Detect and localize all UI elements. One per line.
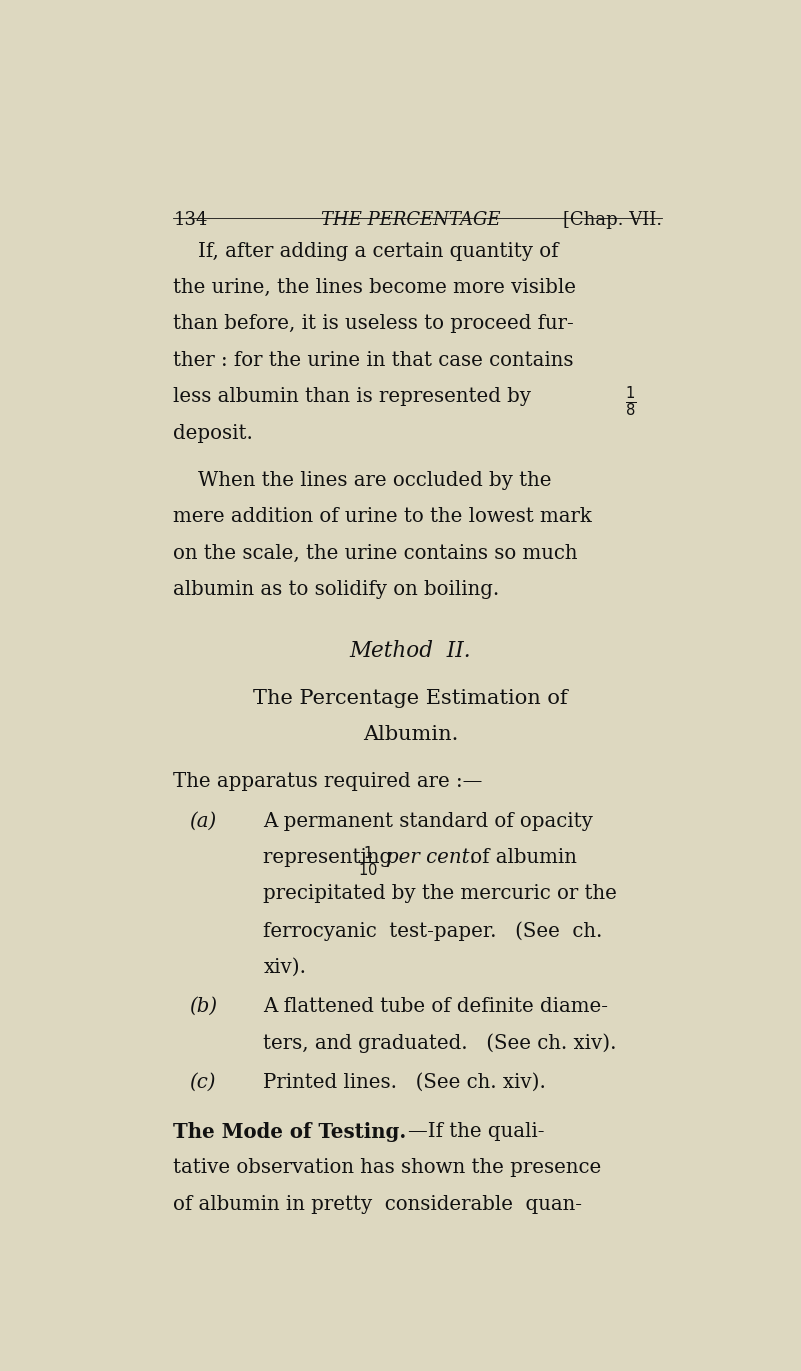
Text: (c): (c) [189,1073,215,1091]
Text: 134: 134 [173,211,207,229]
Text: the urine, the lines become more visible: the urine, the lines become more visible [173,278,577,298]
Text: representing: representing [264,849,399,866]
Text: The apparatus required are :—: The apparatus required are :— [173,772,483,791]
Text: A permanent standard of opacity: A permanent standard of opacity [264,812,594,831]
Text: The Mode of Testing.: The Mode of Testing. [173,1121,407,1142]
Text: less albumin than is represented by: less albumin than is represented by [173,387,531,406]
Text: If, after adding a certain quantity of: If, after adding a certain quantity of [173,241,559,260]
Text: A flattened tube of definite diame-: A flattened tube of definite diame- [264,997,609,1016]
Text: THE PERCENTAGE: THE PERCENTAGE [320,211,501,229]
Text: precipitated by the mercuric or the: precipitated by the mercuric or the [264,884,618,903]
Text: mere addition of urine to the lowest mark: mere addition of urine to the lowest mar… [173,507,592,526]
Text: per cent.: per cent. [386,849,476,866]
Text: When the lines are occluded by the: When the lines are occluded by the [173,470,552,489]
Text: ferrocyanic  test-paper.   (See  ch.: ferrocyanic test-paper. (See ch. [264,921,603,941]
Text: —If the quali-: —If the quali- [408,1121,545,1141]
Text: xiv).: xiv). [264,957,307,976]
Text: Method  II.: Method II. [350,639,471,662]
Text: (a): (a) [189,812,216,831]
Text: [Chap. VII.: [Chap. VII. [563,211,662,229]
Text: Albumin.: Albumin. [363,725,458,744]
Text: than before, it is useless to proceed fur-: than before, it is useless to proceed fu… [173,314,574,333]
Text: ters, and graduated.   (See ch. xiv).: ters, and graduated. (See ch. xiv). [264,1034,617,1053]
Text: Printed lines.   (See ch. xiv).: Printed lines. (See ch. xiv). [264,1073,546,1091]
Text: albumin as to solidify on boiling.: albumin as to solidify on boiling. [173,580,500,599]
Text: $\frac{1}{8}$: $\frac{1}{8}$ [626,384,637,418]
Text: of albumin: of albumin [464,849,577,866]
Text: deposit.: deposit. [173,424,253,443]
Text: (b): (b) [189,997,217,1016]
Text: $\frac{1}{10}$: $\frac{1}{10}$ [358,845,379,880]
Text: The Percentage Estimation of: The Percentage Estimation of [253,688,568,707]
Text: on the scale, the urine contains so much: on the scale, the urine contains so much [173,543,578,562]
Text: of albumin in pretty  considerable  quan-: of albumin in pretty considerable quan- [173,1196,582,1213]
Text: ther : for the urine in that case contains: ther : for the urine in that case contai… [173,351,574,370]
Text: tative observation has shown the presence: tative observation has shown the presenc… [173,1158,602,1178]
